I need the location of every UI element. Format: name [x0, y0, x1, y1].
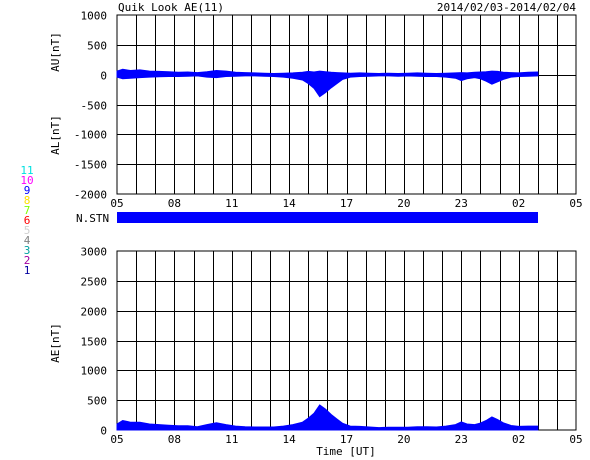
- legend-item-1: 1: [24, 264, 31, 277]
- ae-ytick-label: 1500: [81, 336, 108, 349]
- au-al-xtick-label: 05: [569, 197, 582, 210]
- ae-ytick-label: 0: [100, 425, 107, 438]
- legend-item-6: 6: [24, 214, 31, 227]
- au-al-xtick-label: 17: [340, 197, 353, 210]
- au-al-ytick-label: -500: [81, 100, 108, 113]
- legend-item-8: 8: [24, 194, 31, 207]
- chart-title: Quik Look AE(11): [118, 1, 224, 14]
- au-al-ytick-label: 0: [100, 70, 107, 83]
- au-al-xtick-label: 20: [397, 197, 410, 210]
- au-al-xtick-label: 14: [283, 197, 297, 210]
- legend-item-4: 4: [24, 234, 31, 247]
- legend-item-5: 5: [24, 224, 31, 237]
- au-axis-label: AU[nT]: [49, 32, 62, 72]
- legend-item-10: 10: [20, 174, 33, 187]
- au-al-ytick-label: -2000: [74, 189, 107, 202]
- legend-item-11: 11: [20, 164, 33, 177]
- legend-item-2: 2: [24, 254, 31, 267]
- ae-series-area: [116, 404, 539, 431]
- ae-ytick-label: 3000: [81, 246, 108, 259]
- au-al-xtick-label: 23: [455, 197, 468, 210]
- legend-item-9: 9: [24, 184, 31, 197]
- ae-xtick-label: 05: [110, 433, 123, 446]
- au-al-xtick-label: 02: [512, 197, 525, 210]
- station-availability-bar: [117, 212, 538, 223]
- au-al-ytick-label: -1000: [74, 129, 107, 142]
- ae-axis-label: AE[nT]: [49, 323, 62, 363]
- ae-ytick-label: 1000: [81, 365, 108, 378]
- au-al-ytick-label: -1500: [74, 159, 107, 172]
- ae-ytick-label: 2500: [81, 276, 108, 289]
- station-label: N.STN: [76, 212, 109, 225]
- ae-xtick-label: 20: [397, 433, 410, 446]
- ae-xtick-label: 14: [283, 433, 297, 446]
- au-al-xtick-label: 08: [168, 197, 181, 210]
- ae-frame: [116, 250, 577, 431]
- au-al-xtick-label: 05: [110, 197, 123, 210]
- al-axis-label: AL[nT]: [49, 115, 62, 155]
- au-series-area: [116, 68, 539, 76]
- au-al-frame: [116, 14, 577, 195]
- ae-xtick-label: 23: [455, 433, 468, 446]
- legend-item-3: 3: [24, 244, 31, 257]
- ae-xtick-label: 08: [168, 433, 181, 446]
- au-al-xtick-label: 11: [225, 197, 238, 210]
- au-al-ytick-label: 1000: [81, 10, 108, 23]
- x-axis-label: Time [UT]: [316, 445, 376, 458]
- ae-ytick-label: 500: [87, 395, 107, 408]
- ae-xtick-label: 05: [569, 433, 582, 446]
- ae-xtick-label: 02: [512, 433, 525, 446]
- legend-item-7: 7: [24, 204, 31, 217]
- al-series-area: [116, 74, 539, 98]
- date-range: 2014/02/03-2014/02/04: [437, 1, 576, 14]
- au-al-ytick-label: 500: [87, 40, 107, 53]
- ae-xtick-label: 11: [225, 433, 238, 446]
- ae-xtick-label: 17: [340, 433, 353, 446]
- ae-ytick-label: 2000: [81, 306, 108, 319]
